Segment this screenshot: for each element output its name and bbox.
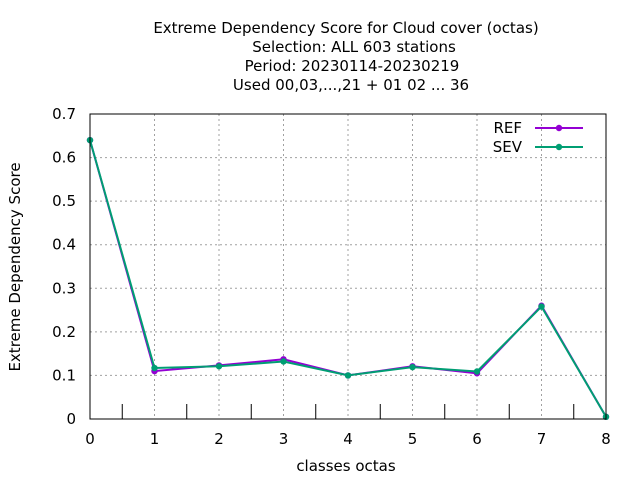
y-tick-label: 0.6 (52, 149, 76, 167)
x-tick-label: 2 (214, 430, 224, 448)
y-tick-label: 0.1 (52, 366, 76, 384)
data-point-sev (409, 363, 416, 371)
data-point-sev (538, 303, 545, 310)
data-point-sev (215, 363, 223, 370)
x-tick-label: 4 (343, 430, 353, 448)
legend-label-sev: SEV (493, 138, 523, 156)
x-tick-label: 6 (472, 430, 482, 448)
y-tick-label: 0.3 (52, 279, 76, 297)
title-line-2: Selection: ALL 603 stations (252, 38, 456, 56)
y-tick-label: 0.5 (52, 192, 76, 210)
data-point-sev (473, 368, 481, 375)
y-tick-label: 0.4 (52, 236, 76, 254)
legend-marker-sev (555, 143, 563, 151)
x-tick-label: 5 (408, 430, 418, 448)
x-tick-labels: 0 1 2 3 4 5 6 7 8 (85, 430, 611, 448)
data-point-sev (280, 358, 287, 365)
data-point-sev (151, 364, 158, 372)
axis-ticks (121, 404, 575, 419)
y-tick-labels: 0 0.1 0.2 0.3 0.4 0.5 0.6 0.7 (52, 105, 76, 428)
plot-frame (89, 113, 607, 420)
x-tick-label: 0 (85, 430, 95, 448)
y-axis-label: Extreme Dependency Score (6, 162, 24, 371)
legend-marker-ref (555, 124, 563, 132)
x-tick-label: 7 (537, 430, 547, 448)
legend-label-ref: REF (493, 119, 522, 137)
x-tick-label: 8 (601, 430, 611, 448)
data-point-sev (344, 372, 352, 379)
x-tick-label: 1 (150, 430, 160, 448)
y-tick-label: 0.2 (52, 323, 76, 341)
title-line-3: Period: 20230114-20230219 (245, 57, 460, 75)
chart-title: Extreme Dependency Score for Cloud cover… (153, 19, 538, 94)
series-layer (86, 136, 610, 421)
y-tick-label: 0.7 (52, 105, 76, 123)
x-axis-label: classes octas (296, 457, 396, 475)
title-line-4: Used 00,03,...,21 + 01 02 ... 36 (233, 76, 469, 94)
title-line-1: Extreme Dependency Score for Cloud cover… (153, 19, 538, 37)
y-tick-label: 0 (66, 410, 76, 428)
x-tick-label: 3 (279, 430, 289, 448)
grid (90, 114, 606, 419)
